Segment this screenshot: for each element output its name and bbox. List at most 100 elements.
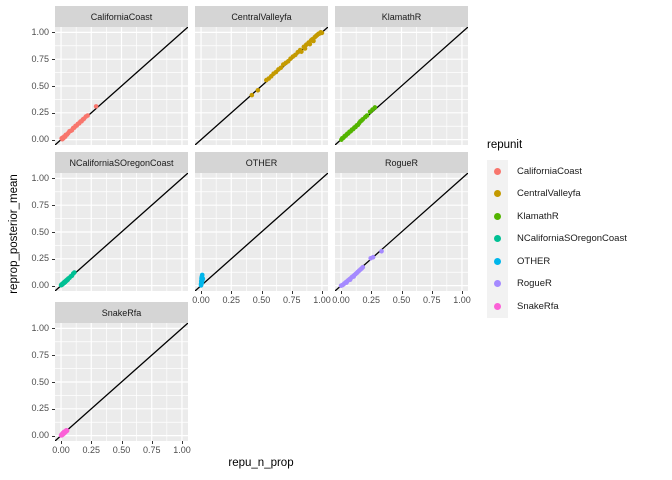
x-tick-mark: [261, 291, 263, 294]
x-tick-mark: [231, 291, 233, 294]
y-tick-label: 1.00: [31, 172, 49, 183]
x-tick-mark: [321, 291, 323, 294]
data-point: [199, 280, 205, 286]
data-point: [278, 65, 284, 71]
y-tick-mark: [52, 355, 55, 357]
y-tick-mark: [52, 408, 55, 410]
legend-point-icon: [494, 212, 501, 220]
x-tick-mark: [461, 291, 463, 294]
x-tick-mark: [341, 291, 343, 294]
legend-label: RogueR: [517, 278, 552, 290]
x-tick-mark: [201, 291, 203, 294]
data-point: [347, 277, 353, 283]
y-tick-mark: [52, 178, 55, 180]
legend-point-icon: [494, 302, 501, 310]
y-tick-label: 0.25: [31, 107, 49, 118]
x-tick-mark: [121, 441, 123, 444]
legend-entry-OTHER: OTHER: [487, 250, 627, 273]
legend-point-icon: [494, 280, 501, 288]
data-point: [199, 272, 205, 278]
legend-key: [487, 160, 508, 183]
identity-reference-line: [195, 173, 328, 291]
y-tick-label: 0.00: [31, 430, 49, 441]
data-point: [299, 49, 304, 54]
y-tick-mark: [52, 139, 55, 141]
y-tick-mark: [52, 86, 55, 87]
data-point: [249, 92, 255, 98]
identity-reference-line: [55, 173, 188, 291]
y-tick-label: 0.25: [31, 403, 49, 414]
y-tick-label: 0.75: [31, 53, 49, 64]
x-tick-label: 0.25: [82, 445, 101, 455]
y-tick-label: 1.00: [31, 26, 49, 37]
x-tick-label: 0.00: [52, 445, 70, 455]
legend-key: [487, 205, 508, 228]
data-point: [344, 280, 349, 285]
legend-label: NCaliforniaSOregonCoast: [517, 233, 627, 245]
data-point: [93, 104, 99, 109]
y-tick-mark: [52, 258, 55, 260]
data-point: [360, 264, 366, 270]
y-tick-label: 0.50: [31, 80, 49, 91]
y-tick-label: 0.50: [31, 376, 49, 387]
data-point: [364, 113, 370, 118]
x-tick-mark: [181, 441, 183, 444]
data-point: [307, 41, 313, 47]
y-tick-mark: [52, 112, 55, 114]
data-point: [72, 270, 77, 275]
legend-entry-NCaliforniaSOregonCoast: NCaliforniaSOregonCoast: [487, 227, 627, 250]
x-tick-label: 0.50: [112, 445, 131, 455]
legend-label: CaliforniaCoast: [517, 165, 582, 177]
facet-strip-RogueR: RogueR: [335, 152, 468, 173]
x-tick-label: 0.00: [192, 295, 210, 305]
y-tick-label: 1.00: [31, 322, 49, 333]
data-point: [311, 38, 316, 44]
legend-key: [487, 295, 508, 318]
x-tick-mark: [371, 291, 373, 294]
y-tick-label: 0.50: [31, 226, 49, 237]
facet-panel-OTHER: [195, 173, 328, 291]
x-tick-label: 0.25: [362, 295, 381, 305]
data-point: [85, 113, 90, 118]
y-tick-mark: [52, 328, 55, 330]
x-tick-label: 0.50: [252, 295, 271, 305]
y-tick-label: 0.00: [31, 134, 49, 145]
facet-strip-OTHER: OTHER: [195, 152, 328, 173]
facet-strip-NCaliforniaSOregonCoast: NCaliforniaSOregonCoast: [55, 152, 188, 173]
legend-point-icon: [494, 167, 501, 175]
y-tick-mark: [52, 59, 55, 61]
legend-entry-CentralValleyfa: CentralValleyfa: [487, 182, 627, 205]
x-tick-label: 1.00: [453, 295, 471, 305]
x-tick-label: 0.75: [282, 295, 301, 305]
data-point: [255, 87, 261, 93]
facet-panel-KlamathR: [335, 27, 468, 145]
y-tick-mark: [52, 435, 55, 437]
legend-label: KlamathR: [517, 210, 559, 222]
y-tick-label: 0.75: [31, 349, 49, 360]
x-tick-mark: [151, 441, 153, 444]
data-point: [379, 249, 384, 254]
facet-strip-CentralValleyfa: CentralValleyfa: [195, 6, 328, 27]
y-tick-mark: [52, 382, 55, 383]
x-tick-mark: [291, 291, 293, 294]
facet-panel-CentralValleyfa: [195, 27, 328, 145]
legend-entry-KlamathR: KlamathR: [487, 205, 627, 228]
legend-title: repunit: [487, 139, 523, 151]
x-tick-label: 0.75: [142, 445, 161, 455]
x-axis-title: repu_n_prop: [228, 457, 294, 469]
data-point: [319, 30, 325, 36]
facet-strip-SnakeRfa: SnakeRfa: [55, 302, 188, 323]
x-tick-label: 0.00: [332, 295, 350, 305]
y-tick-mark: [52, 232, 55, 233]
data-point: [200, 276, 206, 281]
legend-key: [487, 272, 508, 295]
facet-panel-RogueR: [335, 173, 468, 291]
y-tick-label: 0.25: [31, 253, 49, 264]
y-tick-mark: [52, 285, 55, 287]
legend-entries: CaliforniaCoast CentralValleyfa KlamathR NC…: [487, 160, 627, 318]
legend-point-icon: [494, 190, 501, 198]
data-point: [61, 429, 67, 435]
x-tick-mark: [61, 441, 63, 444]
legend-key: [487, 227, 508, 250]
